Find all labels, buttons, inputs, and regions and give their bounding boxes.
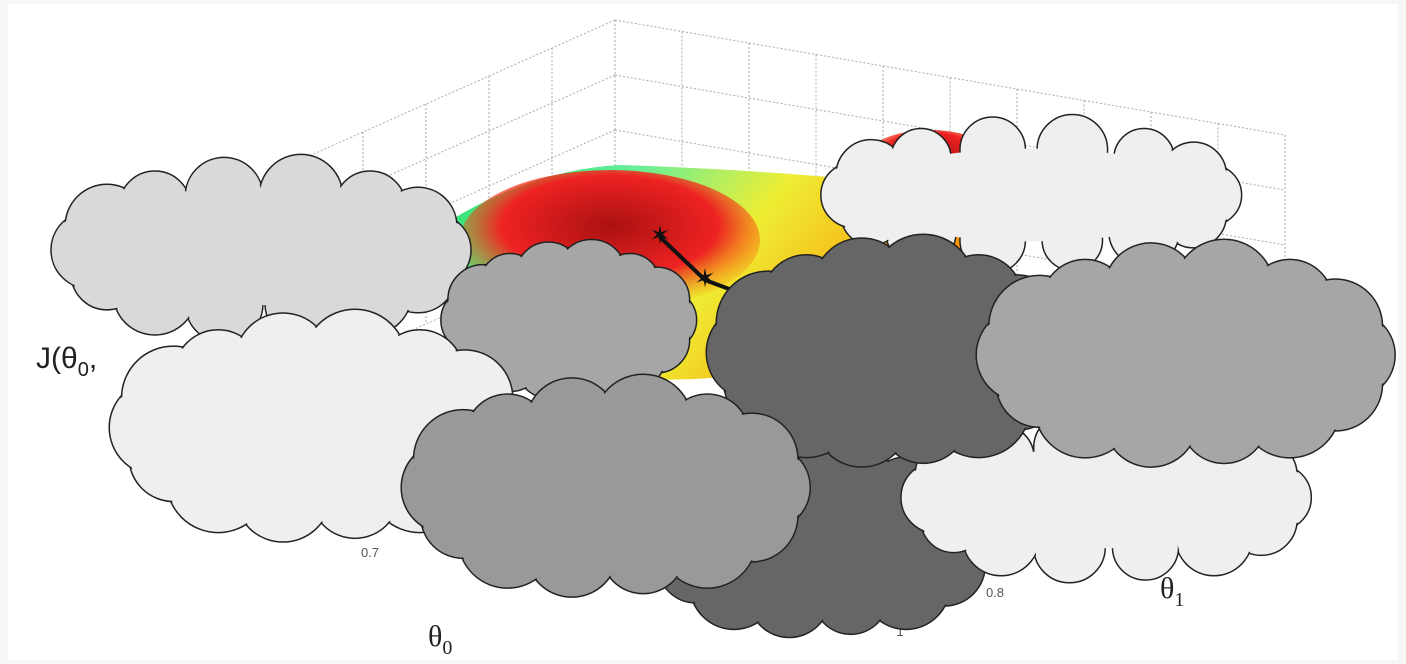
cloud-core [854, 149, 1212, 242]
slide: ✶ ✶ 0.7 0.8 1 J(θ0, θ0 θ1 [0, 0, 1406, 664]
z-label-text: J(θ [36, 342, 78, 375]
cloud-core [1023, 288, 1351, 421]
page: {"figure": { "z_label": {"text": "J(θ", … [0, 0, 1406, 664]
y-label-text: θ [1160, 572, 1174, 605]
x-label-text: θ [428, 620, 442, 653]
step-marker: ✶ [649, 220, 671, 250]
cloud-core [447, 422, 768, 553]
z-label-tail: , [89, 342, 97, 375]
x-label-sub: 0 [442, 637, 452, 659]
y-label-sub: 1 [1174, 589, 1184, 611]
z-label-sub: 0 [78, 359, 89, 381]
step-marker: ✶ [694, 263, 716, 293]
tick-label: 0.7 [361, 545, 379, 560]
cloud-core [474, 274, 667, 367]
tick-label: 0.8 [986, 585, 1004, 600]
cloud-core [90, 195, 435, 305]
